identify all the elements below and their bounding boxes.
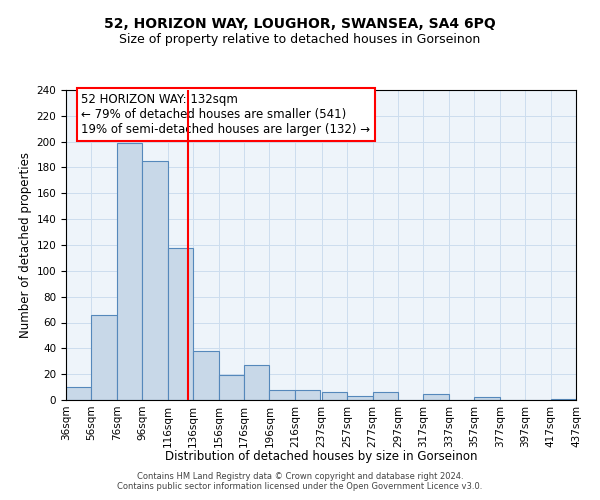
Text: Contains HM Land Registry data © Crown copyright and database right 2024.: Contains HM Land Registry data © Crown c… (137, 472, 463, 481)
Bar (295, 390, 320, 400)
Bar (142, 161, 168, 400)
Bar (322, 392, 347, 400)
Bar (66, 387, 91, 400)
Text: Size of property relative to detached houses in Gorseinon: Size of property relative to detached ho… (119, 32, 481, 46)
Bar (193, 351, 218, 400)
Bar (373, 392, 398, 400)
Bar (168, 248, 193, 400)
Bar (269, 390, 295, 400)
Bar (424, 394, 449, 400)
Bar (244, 365, 269, 400)
X-axis label: Distribution of detached houses by size in Gorseinon: Distribution of detached houses by size … (165, 450, 477, 463)
Bar (474, 398, 500, 400)
Bar (218, 376, 244, 400)
Text: 52 HORIZON WAY: 132sqm
← 79% of detached houses are smaller (541)
19% of semi-de: 52 HORIZON WAY: 132sqm ← 79% of detached… (82, 93, 370, 136)
Y-axis label: Number of detached properties: Number of detached properties (19, 152, 32, 338)
Bar (117, 143, 142, 400)
Text: 52, HORIZON WAY, LOUGHOR, SWANSEA, SA4 6PQ: 52, HORIZON WAY, LOUGHOR, SWANSEA, SA4 6… (104, 18, 496, 32)
Text: Contains public sector information licensed under the Open Government Licence v3: Contains public sector information licen… (118, 482, 482, 491)
Bar (551, 398, 576, 400)
Bar (91, 315, 117, 400)
Bar (347, 396, 373, 400)
